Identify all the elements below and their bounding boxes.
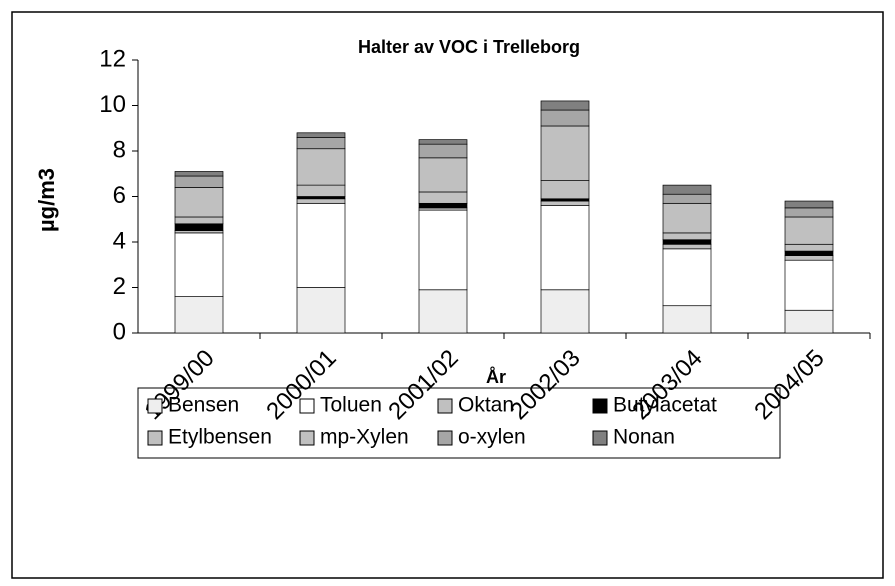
legend-swatch <box>299 430 315 446</box>
legend-swatch <box>437 430 453 446</box>
legend-label: Toluen <box>320 394 382 417</box>
legend-swatch <box>147 430 163 446</box>
y-tick-label: 6 <box>113 182 126 209</box>
bar-segment <box>418 157 468 193</box>
bar-segment <box>296 184 346 197</box>
bar-segment <box>540 200 590 206</box>
legend-label: Etylbensen <box>168 426 272 449</box>
bar-segment <box>418 289 468 334</box>
bar-segment <box>540 125 590 181</box>
bar-segment <box>784 216 834 245</box>
legend-label: o-xylen <box>458 426 526 449</box>
bar-segment <box>174 223 224 231</box>
bar-segment <box>174 171 224 177</box>
bar-segment <box>784 250 834 257</box>
y-tick-label: 0 <box>113 318 126 345</box>
x-axis-label: År <box>486 367 506 387</box>
y-tick-label: 12 <box>99 45 126 72</box>
bar-segment <box>296 132 346 138</box>
bar-segment <box>662 243 712 250</box>
bar-segment <box>418 191 468 204</box>
legend-swatch <box>147 398 163 414</box>
bar-segment <box>296 137 346 150</box>
bar-segment <box>296 202 346 288</box>
y-tick-label: 8 <box>113 136 126 163</box>
bar-segment <box>174 187 224 218</box>
legend <box>137 387 781 459</box>
bar-segment <box>174 175 224 188</box>
legend-label: mp-Xylen <box>320 426 409 449</box>
bar-segment <box>174 296 224 334</box>
bar-segment <box>540 100 590 111</box>
bar-segment <box>540 109 590 127</box>
y-axis-label: µg/m3 <box>34 168 59 232</box>
bar-segment <box>784 200 834 209</box>
bar-segment <box>296 148 346 186</box>
bar-segment <box>662 305 712 334</box>
legend-label: Nonan <box>613 426 675 449</box>
bar-segment <box>784 207 834 218</box>
bar-segment <box>784 255 834 261</box>
bar-segment <box>174 232 224 297</box>
legend-swatch <box>592 430 608 446</box>
y-tick-label: 10 <box>99 91 126 118</box>
chart-title: Halter av VOC i Trelleborg <box>358 37 580 57</box>
y-tick-label: 2 <box>113 273 126 300</box>
bar-segment <box>540 205 590 291</box>
bar-segment <box>662 184 712 195</box>
legend-swatch <box>299 398 315 414</box>
legend-label: Butylacetat <box>613 394 717 417</box>
legend-swatch <box>592 398 608 414</box>
bar-segment <box>296 198 346 204</box>
bar-segment <box>418 209 468 291</box>
bar-segment <box>662 232 712 241</box>
bar-segment <box>662 239 712 245</box>
bar-segment <box>418 202 468 209</box>
bar-segment <box>784 309 834 334</box>
bar-segment <box>662 248 712 307</box>
bar-segment <box>784 243 834 252</box>
legend-swatch <box>437 398 453 414</box>
bar-segment <box>662 202 712 234</box>
bar-segment <box>296 287 346 334</box>
bar-segment <box>418 143 468 159</box>
bar-segment <box>540 289 590 334</box>
legend-label: Oktan <box>458 394 514 417</box>
legend-label: Bensen <box>168 394 239 417</box>
bar-segment <box>174 216 224 225</box>
y-tick-label: 4 <box>113 227 126 254</box>
bar-segment <box>784 259 834 311</box>
bar-segment <box>540 180 590 200</box>
bar-segment <box>662 193 712 204</box>
bar-segment <box>418 139 468 145</box>
